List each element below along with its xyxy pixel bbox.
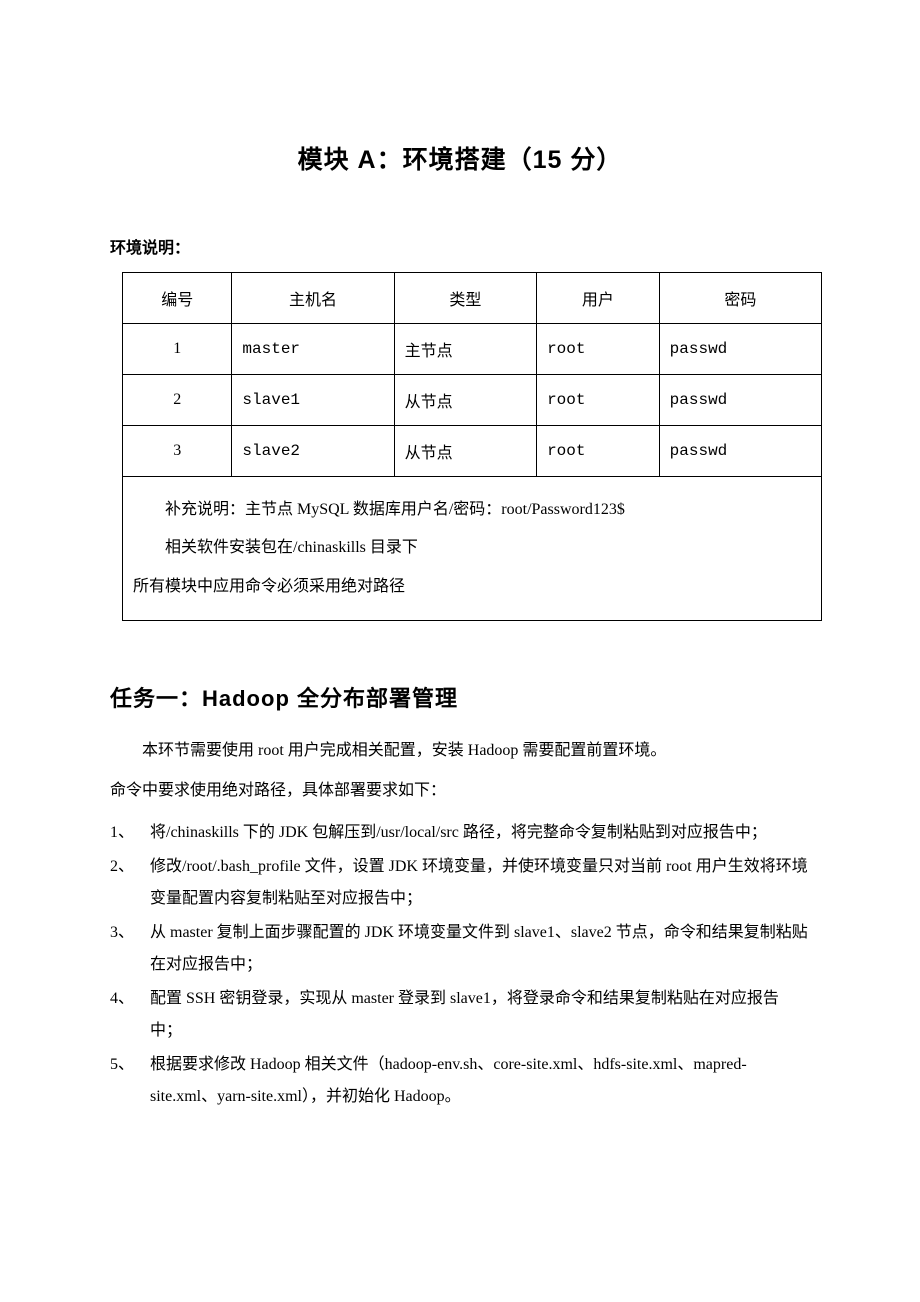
module-title: 模块 A：环境搭建（15 分） — [110, 140, 810, 176]
cell-user: root — [537, 324, 660, 375]
list-item: 3、从 master 复制上面步骤配置的 JDK 环境变量文件到 slave1、… — [110, 917, 810, 981]
item-marker: 4、 — [110, 983, 150, 1015]
cell-host: slave2 — [232, 426, 394, 477]
item-marker: 3、 — [110, 917, 150, 949]
cell-pwd: passwd — [659, 426, 821, 477]
list-item: 4、配置 SSH 密钥登录，实现从 master 登录到 slave1，将登录命… — [110, 983, 810, 1047]
env-table: 编号 主机名 类型 用户 密码 1 master 主节点 root passwd… — [122, 272, 822, 621]
header-pwd: 密码 — [659, 273, 821, 324]
item-text: 从 master 复制上面步骤配置的 JDK 环境变量文件到 slave1、sl… — [150, 924, 808, 973]
task1-intro2: 命令中要求使用绝对路径，具体部署要求如下： — [110, 775, 810, 807]
cell-type: 从节点 — [394, 375, 536, 426]
cell-user: root — [537, 375, 660, 426]
cell-host: slave1 — [232, 375, 394, 426]
task1-intro: 本环节需要使用 root 用户完成相关配置，安装 Hadoop 需要配置前置环境… — [110, 735, 810, 767]
task1-list: 1、将/chinaskills 下的 JDK 包解压到/usr/local/sr… — [110, 817, 810, 1113]
item-text: 将/chinaskills 下的 JDK 包解压到/usr/local/src … — [150, 824, 767, 841]
header-host: 主机名 — [232, 273, 394, 324]
table-note-cell: 补充说明：主节点 MySQL 数据库用户名/密码：root/Password12… — [123, 477, 822, 621]
cell-type: 从节点 — [394, 426, 536, 477]
table-row: 3 slave2 从节点 root passwd — [123, 426, 822, 477]
item-marker: 5、 — [110, 1049, 150, 1081]
cell-num: 1 — [123, 324, 232, 375]
cell-pwd: passwd — [659, 375, 821, 426]
cell-user: root — [537, 426, 660, 477]
table-row: 2 slave1 从节点 root passwd — [123, 375, 822, 426]
task1-heading: 任务一：Hadoop 全分布部署管理 — [110, 681, 810, 713]
table-header-row: 编号 主机名 类型 用户 密码 — [123, 273, 822, 324]
note-line3: 所有模块中应用命令必须采用绝对路径 — [133, 568, 811, 606]
item-text: 配置 SSH 密钥登录，实现从 master 登录到 slave1，将登录命令和… — [150, 990, 779, 1039]
cell-host: master — [232, 324, 394, 375]
item-text: 修改/root/.bash_profile 文件，设置 JDK 环境变量，并使环… — [150, 858, 808, 907]
cell-num: 2 — [123, 375, 232, 426]
item-text: 根据要求修改 Hadoop 相关文件（hadoop-env.sh、core-si… — [150, 1056, 747, 1105]
list-item: 5、根据要求修改 Hadoop 相关文件（hadoop-env.sh、core-… — [110, 1049, 810, 1113]
env-label: 环境说明： — [110, 234, 810, 258]
cell-pwd: passwd — [659, 324, 821, 375]
note-line2: 相关软件安装包在/chinaskills 目录下 — [133, 529, 811, 567]
note-line1: 补充说明：主节点 MySQL 数据库用户名/密码：root/Password12… — [133, 491, 811, 529]
item-marker: 1、 — [110, 817, 150, 849]
table-row: 1 master 主节点 root passwd — [123, 324, 822, 375]
header-type: 类型 — [394, 273, 536, 324]
table-note-row: 补充说明：主节点 MySQL 数据库用户名/密码：root/Password12… — [123, 477, 822, 621]
header-num: 编号 — [123, 273, 232, 324]
list-item: 2、修改/root/.bash_profile 文件，设置 JDK 环境变量，并… — [110, 851, 810, 915]
item-marker: 2、 — [110, 851, 150, 883]
cell-type: 主节点 — [394, 324, 536, 375]
cell-num: 3 — [123, 426, 232, 477]
header-user: 用户 — [537, 273, 660, 324]
list-item: 1、将/chinaskills 下的 JDK 包解压到/usr/local/sr… — [110, 817, 810, 849]
